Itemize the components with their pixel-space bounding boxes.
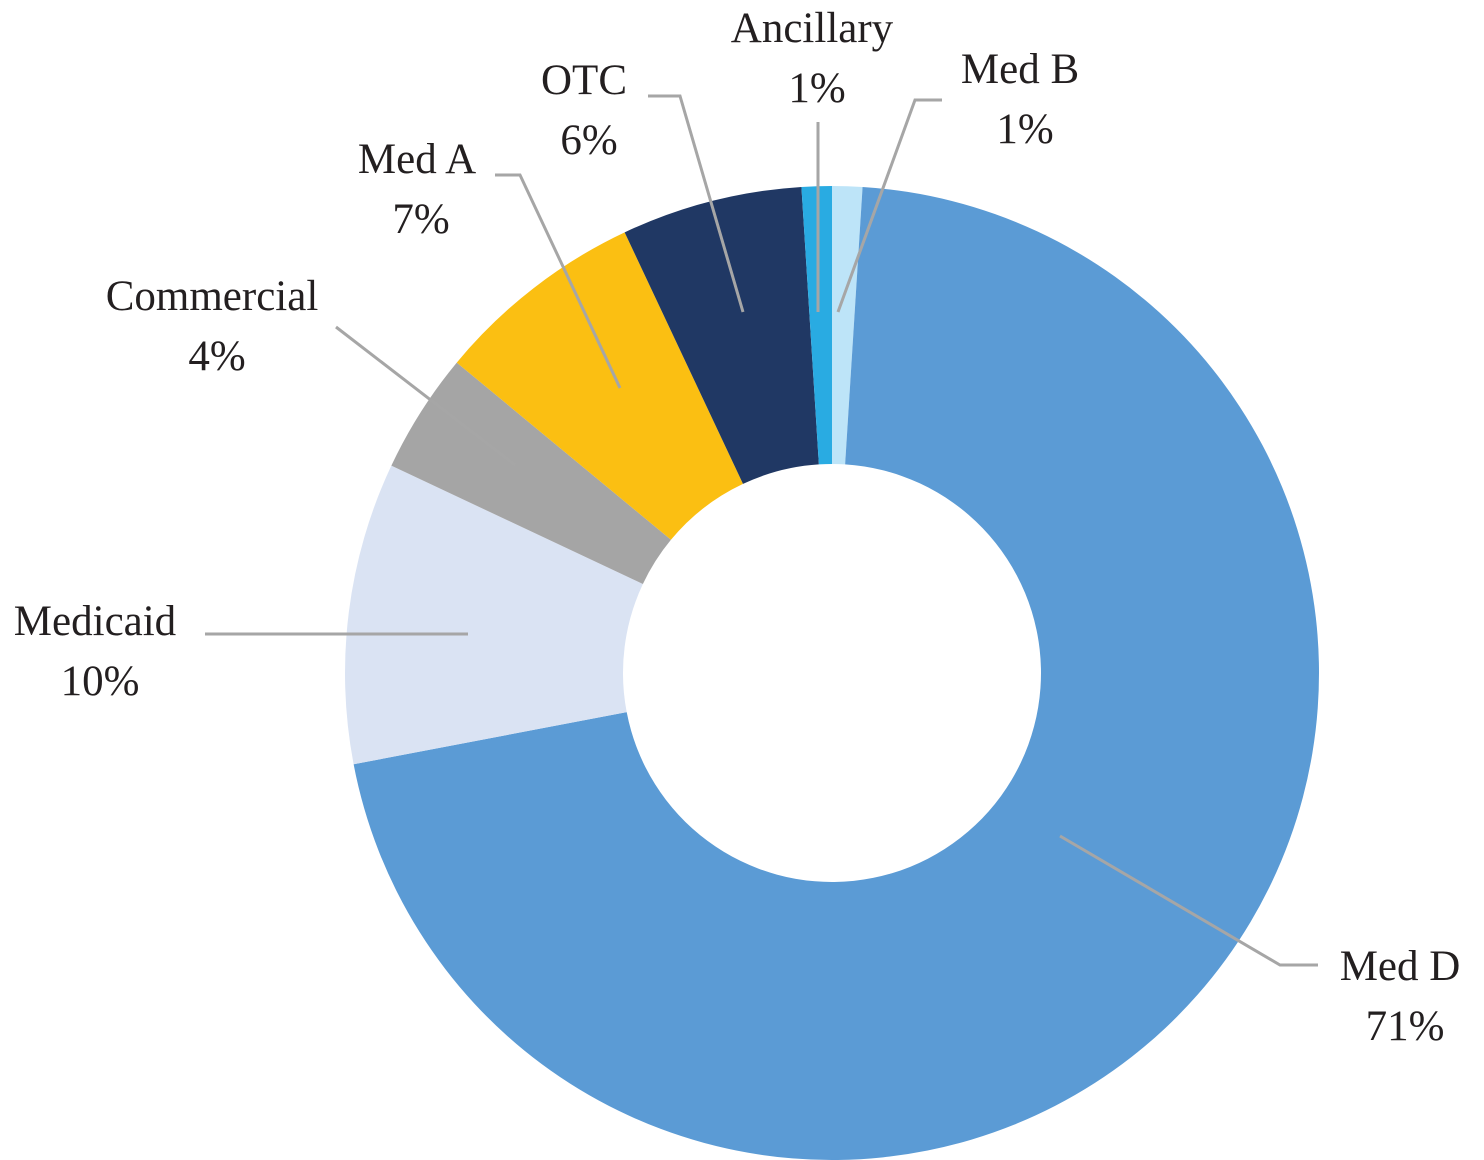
slice-otc [624,186,819,484]
label-medicaid: Medicaid [14,598,176,645]
leader-line-med-d [1059,834,1318,967]
label-med-d: Med D [1340,943,1461,990]
leader-lines [205,94,1318,967]
leader-line-otc [648,94,745,313]
donut-slices [345,186,1319,1160]
label-otc: OTC [541,57,627,104]
pct-commercial: 4% [188,333,245,380]
slice-commercial [391,362,671,585]
pct-medicaid: 10% [61,658,140,705]
slice-ancillary [801,186,832,465]
leader-line-med-a [495,173,622,389]
slice-med-b [832,186,863,465]
pct-ancillary: 1% [788,65,845,112]
pct-med-b: 1% [996,106,1053,153]
pct-med-d: 71% [1366,1003,1445,1050]
label-med-a: Med A [358,136,476,183]
slice-medicaid [345,465,643,765]
label-med-b: Med B [961,46,1079,93]
pct-med-a: 7% [392,196,449,243]
label-ancillary: Ancillary [731,5,894,52]
leader-line-med-b [836,98,942,313]
pct-otc: 6% [560,117,617,164]
slice-med-a [456,232,744,540]
leader-line-commercial [335,325,516,467]
slice-med-d [353,186,1319,1160]
label-commercial: Commercial [106,273,319,320]
